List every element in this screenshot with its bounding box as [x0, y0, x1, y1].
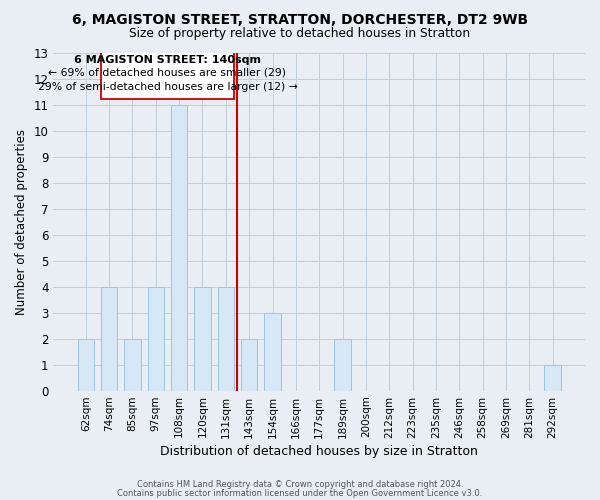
Bar: [334, 338, 351, 390]
Y-axis label: Number of detached properties: Number of detached properties: [15, 128, 28, 314]
Text: 29% of semi-detached houses are larger (12) →: 29% of semi-detached houses are larger (…: [38, 82, 298, 92]
Text: 6 MAGISTON STREET: 140sqm: 6 MAGISTON STREET: 140sqm: [74, 54, 261, 64]
Text: 6, MAGISTON STREET, STRATTON, DORCHESTER, DT2 9WB: 6, MAGISTON STREET, STRATTON, DORCHESTER…: [72, 12, 528, 26]
Bar: [194, 286, 211, 391]
Bar: [218, 286, 234, 391]
Bar: [544, 364, 561, 390]
Text: Contains HM Land Registry data © Crown copyright and database right 2024.: Contains HM Land Registry data © Crown c…: [137, 480, 463, 489]
Bar: [101, 286, 117, 391]
Bar: [265, 312, 281, 390]
Text: ← 69% of detached houses are smaller (29): ← 69% of detached houses are smaller (29…: [49, 67, 286, 77]
Bar: [241, 338, 257, 390]
Bar: [77, 338, 94, 390]
FancyBboxPatch shape: [101, 48, 234, 100]
Text: Contains public sector information licensed under the Open Government Licence v3: Contains public sector information licen…: [118, 488, 482, 498]
Bar: [148, 286, 164, 391]
Bar: [171, 104, 187, 391]
Text: Size of property relative to detached houses in Stratton: Size of property relative to detached ho…: [130, 28, 470, 40]
Bar: [124, 338, 140, 390]
X-axis label: Distribution of detached houses by size in Stratton: Distribution of detached houses by size …: [160, 444, 478, 458]
